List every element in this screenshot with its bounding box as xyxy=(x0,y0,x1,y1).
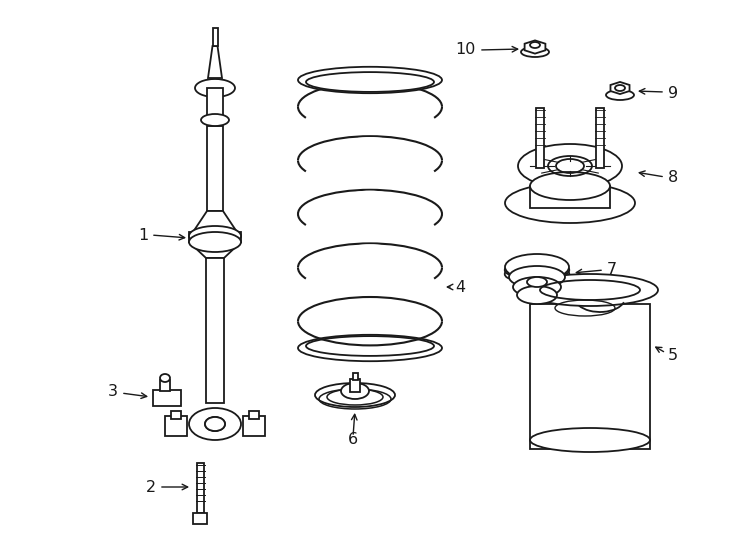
Ellipse shape xyxy=(522,274,658,306)
Polygon shape xyxy=(525,40,545,53)
Ellipse shape xyxy=(518,144,622,188)
Ellipse shape xyxy=(201,114,229,126)
Ellipse shape xyxy=(529,263,545,273)
Polygon shape xyxy=(208,46,222,78)
Wedge shape xyxy=(293,244,447,321)
Ellipse shape xyxy=(529,271,545,281)
Ellipse shape xyxy=(341,383,369,399)
Text: 9: 9 xyxy=(668,85,678,100)
Ellipse shape xyxy=(606,90,634,100)
Text: 8: 8 xyxy=(668,171,678,186)
Ellipse shape xyxy=(509,266,565,288)
Ellipse shape xyxy=(527,277,547,287)
Ellipse shape xyxy=(189,232,241,252)
Bar xyxy=(536,108,544,168)
Text: 4: 4 xyxy=(455,280,465,294)
Polygon shape xyxy=(611,82,630,94)
Bar xyxy=(153,390,181,406)
Bar xyxy=(165,416,187,436)
Bar xyxy=(189,232,241,242)
Text: 5: 5 xyxy=(668,348,678,362)
Ellipse shape xyxy=(517,286,557,304)
Wedge shape xyxy=(293,83,447,160)
Bar xyxy=(249,411,259,419)
Bar xyxy=(171,411,181,419)
Wedge shape xyxy=(293,137,447,214)
Bar xyxy=(530,186,610,208)
Ellipse shape xyxy=(315,383,395,407)
Polygon shape xyxy=(189,242,241,258)
Ellipse shape xyxy=(298,67,442,93)
Ellipse shape xyxy=(160,374,170,382)
Bar xyxy=(193,513,207,524)
Ellipse shape xyxy=(205,417,225,431)
Bar xyxy=(207,88,223,118)
Ellipse shape xyxy=(521,47,549,57)
Bar xyxy=(213,28,217,46)
Bar xyxy=(160,380,170,391)
Bar xyxy=(197,463,203,513)
Polygon shape xyxy=(193,211,237,232)
Bar xyxy=(352,373,357,380)
Bar xyxy=(206,258,224,403)
Ellipse shape xyxy=(505,254,569,280)
Wedge shape xyxy=(293,191,447,268)
Text: 10: 10 xyxy=(456,43,476,57)
Ellipse shape xyxy=(189,226,241,246)
Ellipse shape xyxy=(505,265,520,275)
Ellipse shape xyxy=(530,428,650,452)
Text: 2: 2 xyxy=(146,480,156,495)
Text: 3: 3 xyxy=(108,384,118,400)
Ellipse shape xyxy=(189,408,241,440)
Ellipse shape xyxy=(553,265,570,275)
Bar xyxy=(530,304,650,449)
Bar xyxy=(596,108,604,168)
Ellipse shape xyxy=(553,269,570,279)
Wedge shape xyxy=(293,30,447,107)
Ellipse shape xyxy=(505,269,520,279)
Ellipse shape xyxy=(505,183,635,223)
Ellipse shape xyxy=(195,79,235,97)
Ellipse shape xyxy=(513,277,561,297)
Text: 6: 6 xyxy=(348,433,358,448)
Bar xyxy=(243,416,265,436)
Bar xyxy=(207,126,223,211)
Bar xyxy=(350,379,360,392)
Ellipse shape xyxy=(298,335,442,361)
Ellipse shape xyxy=(205,417,225,431)
Text: 7: 7 xyxy=(607,262,617,278)
Text: 1: 1 xyxy=(138,227,148,242)
Ellipse shape xyxy=(530,172,610,200)
